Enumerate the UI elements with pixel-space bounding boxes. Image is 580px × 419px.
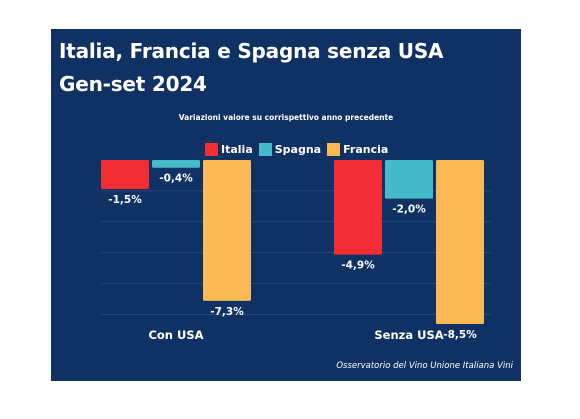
chart-title-line-1: Italia, Francia e Spagna senza USA xyxy=(59,39,444,63)
bar-francia-senza-usa xyxy=(436,160,484,325)
bar-chart: -1,5% -0,4% -7,3% Con USA -4,9% -2,0% -8,5%Sen… xyxy=(101,160,491,342)
data-label-spagna-senza-usa: -2,0% xyxy=(392,204,426,216)
chart-legend: Italia Spagna Francia xyxy=(205,143,394,156)
bar-italia-con-usa xyxy=(101,160,149,189)
chart-panel: Italia, Francia e Spagna senza USA Gen-s… xyxy=(51,29,521,381)
chart-title-line-2: Gen-set 2024 xyxy=(59,72,207,96)
chart-title: Italia, Francia e Spagna senza USA Gen-s… xyxy=(59,35,514,101)
source-footer: Osservatorio del Vino Unione Italiana Vi… xyxy=(336,361,513,371)
data-label-francia-con-usa: -7,3% xyxy=(210,306,244,318)
legend-label-spagna: Spagna xyxy=(274,143,322,156)
legend-label-italia: Italia xyxy=(221,143,253,156)
legend-item-italia: Italia xyxy=(205,143,253,156)
chart-subtitle: Variazioni valore su corrispettivo anno … xyxy=(178,113,394,122)
legend-swatch-francia xyxy=(327,143,341,156)
bar-francia-con-usa xyxy=(203,160,251,301)
data-label-spagna-con-usa: -0,4% xyxy=(159,173,193,185)
data-label-italia-senza-usa: -4,9% xyxy=(341,260,375,272)
legend-label-francia: Francia xyxy=(343,143,389,156)
data-label-francia-senza-usa: -8,5% xyxy=(443,329,477,341)
data-label-italia-con-usa: -1,5% xyxy=(108,194,142,206)
category-label-senza-usa: Senza USA xyxy=(374,328,443,342)
bar-spagna-senza-usa xyxy=(385,160,433,199)
legend-item-francia: Francia xyxy=(327,143,388,156)
legend-swatch-italia xyxy=(205,143,218,156)
bar-spagna-con-usa xyxy=(152,160,200,168)
legend-item-spagna: Spagna xyxy=(258,143,322,156)
legend-swatch-spagna xyxy=(258,143,272,156)
bar-italia-senza-usa xyxy=(334,160,382,255)
category-label-con-usa: Con USA xyxy=(148,328,203,342)
